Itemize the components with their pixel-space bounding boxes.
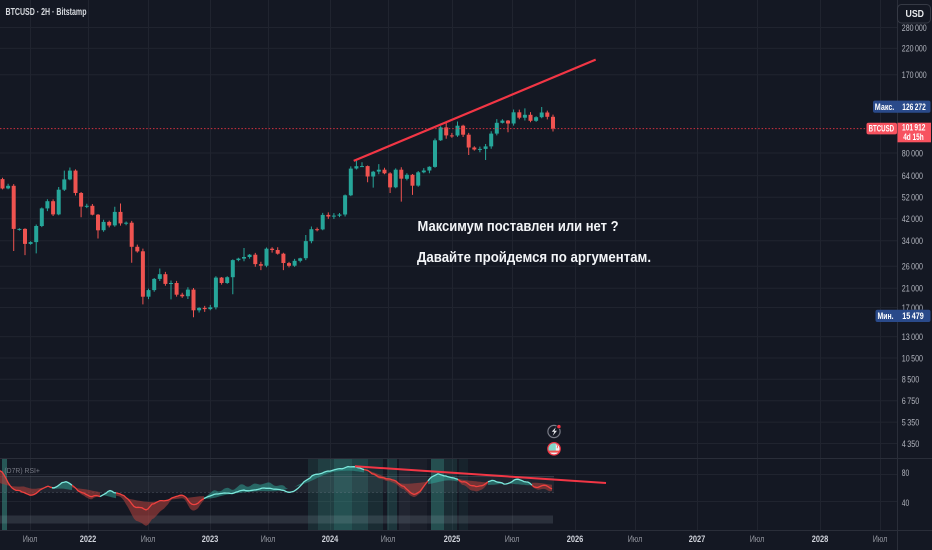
svg-text:2023: 2023 bbox=[202, 534, 219, 545]
svg-text:2024: 2024 bbox=[322, 534, 339, 545]
svg-text:2027: 2027 bbox=[689, 534, 706, 545]
svg-text:Макс.: Макс. bbox=[875, 102, 895, 112]
svg-text:34 000: 34 000 bbox=[902, 236, 923, 246]
svg-text:Июл: Июл bbox=[750, 534, 765, 545]
svg-text:BTCUSD: BTCUSD bbox=[869, 124, 895, 134]
svg-text:USD: USD bbox=[906, 8, 925, 20]
svg-text:Июл: Июл bbox=[873, 534, 888, 545]
svg-text:26 000: 26 000 bbox=[902, 262, 923, 272]
svg-text:(D7R) RSI+: (D7R) RSI+ bbox=[4, 466, 40, 475]
svg-text:Июл: Июл bbox=[141, 534, 156, 545]
svg-text:Максимум поставлен или нет ?: Максимум поставлен или нет ? bbox=[418, 218, 619, 235]
svg-text:2022: 2022 bbox=[80, 534, 97, 545]
svg-text:2026: 2026 bbox=[567, 534, 584, 545]
svg-text:2025: 2025 bbox=[444, 534, 461, 545]
svg-text:42 000: 42 000 bbox=[902, 214, 923, 224]
svg-text:2028: 2028 bbox=[812, 534, 829, 545]
svg-text:170 000: 170 000 bbox=[902, 70, 927, 80]
svg-text:Июл: Июл bbox=[23, 534, 38, 545]
svg-text:52 000: 52 000 bbox=[902, 193, 923, 203]
svg-text:101 912: 101 912 bbox=[902, 123, 926, 133]
svg-text:5 350: 5 350 bbox=[902, 417, 920, 427]
svg-text:15 479: 15 479 bbox=[902, 311, 924, 321]
svg-text:126 272: 126 272 bbox=[902, 102, 926, 112]
svg-text:Июл: Июл bbox=[628, 534, 643, 545]
svg-text:21 000: 21 000 bbox=[902, 284, 923, 294]
svg-text:BTCUSD · 2H · Bitstamp: BTCUSD · 2H · Bitstamp bbox=[6, 6, 87, 18]
svg-text:4d 15h: 4d 15h bbox=[903, 132, 924, 142]
svg-text:Июл: Июл bbox=[505, 534, 520, 545]
svg-text:64 000: 64 000 bbox=[902, 171, 923, 181]
svg-text:220 000: 220 000 bbox=[902, 44, 927, 54]
svg-text:Мин.: Мин. bbox=[878, 311, 894, 321]
svg-text:13 000: 13 000 bbox=[902, 332, 923, 342]
svg-text:4 350: 4 350 bbox=[902, 439, 920, 449]
svg-text:Июл: Июл bbox=[381, 534, 396, 545]
svg-text:80 000: 80 000 bbox=[902, 148, 923, 158]
svg-text:280 000: 280 000 bbox=[902, 23, 927, 33]
svg-text:17 000: 17 000 bbox=[902, 303, 923, 313]
svg-text:10 500: 10 500 bbox=[902, 353, 923, 363]
svg-text:Давайте пройдемся по аргумента: Давайте пройдемся по аргументам. bbox=[417, 249, 651, 266]
svg-text:80: 80 bbox=[902, 468, 909, 478]
svg-text:6 750: 6 750 bbox=[902, 396, 920, 406]
svg-text:Июл: Июл bbox=[261, 534, 276, 545]
svg-text:8 500: 8 500 bbox=[902, 375, 920, 385]
svg-text:40: 40 bbox=[902, 498, 909, 508]
